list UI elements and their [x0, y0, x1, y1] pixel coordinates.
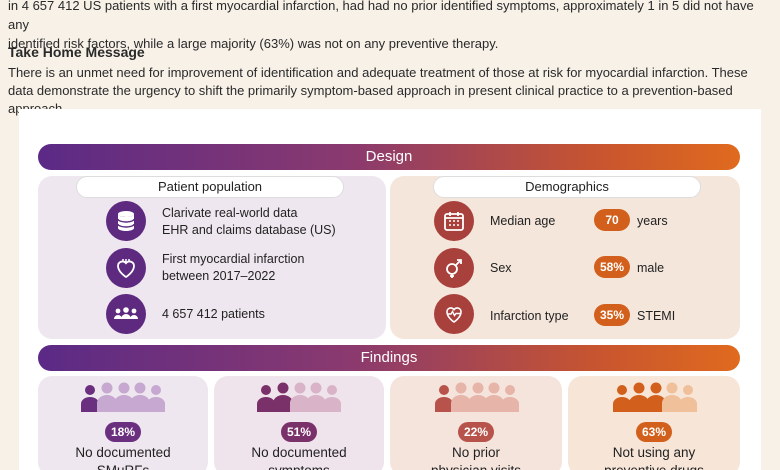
population-item-3: 4 657 412 patients — [162, 307, 265, 321]
finding-badge-3: 22% — [458, 422, 494, 442]
take-home-title: Take Home Message — [8, 44, 145, 60]
group-icon — [106, 294, 146, 334]
sex-unit: male — [637, 261, 665, 275]
infarction-type-label: Infarction type — [490, 309, 569, 323]
population-item-1: Clarivate real-world data EHR and claims… — [162, 205, 336, 239]
sex-label: Sex — [490, 261, 512, 275]
take-home-body: There is an unmet need for improvement o… — [8, 65, 748, 116]
finding-badge-4: 63% — [636, 422, 672, 442]
heart-icon — [106, 248, 146, 288]
patient-population-label: Patient population — [76, 176, 344, 198]
finding-badge-2: 51% — [281, 422, 317, 442]
population-item-2: First myocardial infarction between 2017… — [162, 251, 304, 285]
finding-label-3: No prior physician visits — [391, 444, 561, 470]
people-icon-row-2 — [257, 382, 341, 412]
finding-label-1-line1: No documented — [75, 445, 171, 460]
people-icon-row-1 — [81, 382, 165, 412]
finding-label-1-line2: SMuRFs — [38, 462, 208, 470]
population-item-1-line2: EHR and claims database (US) — [162, 223, 336, 237]
people-icon-row-3 — [435, 382, 519, 412]
finding-label-2: No documented symptoms — [214, 444, 384, 470]
intro-text: in 4 657 412 US patients with a first my… — [8, 0, 774, 53]
finding-label-4: Not using any preventive drugs — [569, 444, 739, 470]
median-age-badge: 70 — [594, 209, 630, 231]
calendar-icon — [434, 201, 474, 241]
finding-label-2-line1: No documented — [251, 445, 347, 460]
demographics-label: Demographics — [433, 176, 701, 198]
sex-badge: 58% — [594, 256, 630, 278]
finding-label-3-line2: physician visits — [391, 462, 561, 470]
finding-label-2-line2: symptoms — [214, 462, 384, 470]
population-item-2-line2: between 2017–2022 — [162, 269, 276, 283]
population-item-2-line1: First myocardial infarction — [162, 252, 305, 266]
intro-line-1: in 4 657 412 US patients with a first my… — [8, 0, 754, 32]
heart-monitor-icon — [434, 294, 474, 334]
infarction-type-unit: STEMI — [637, 309, 676, 323]
median-age-unit: years — [637, 214, 668, 228]
infarction-type-badge: 35% — [594, 304, 630, 326]
design-banner: Design — [38, 144, 740, 170]
patient-population-box — [38, 176, 386, 339]
population-item-1-line1: Clarivate real-world data — [162, 206, 298, 220]
findings-banner: Findings — [38, 345, 740, 371]
finding-label-4-line1: Not using any — [612, 445, 696, 460]
finding-label-3-line1: No prior — [451, 445, 500, 460]
intro-line-2: identified risk factors, while a large m… — [8, 36, 499, 51]
people-icon-row-4 — [613, 382, 697, 412]
finding-badge-1: 18% — [105, 422, 141, 442]
gender-icon — [434, 248, 474, 288]
finding-label-1: No documented SMuRFs — [38, 444, 208, 470]
median-age-label: Median age — [490, 214, 556, 228]
database-icon — [106, 201, 146, 241]
finding-label-4-line2: preventive drugs — [569, 462, 739, 470]
